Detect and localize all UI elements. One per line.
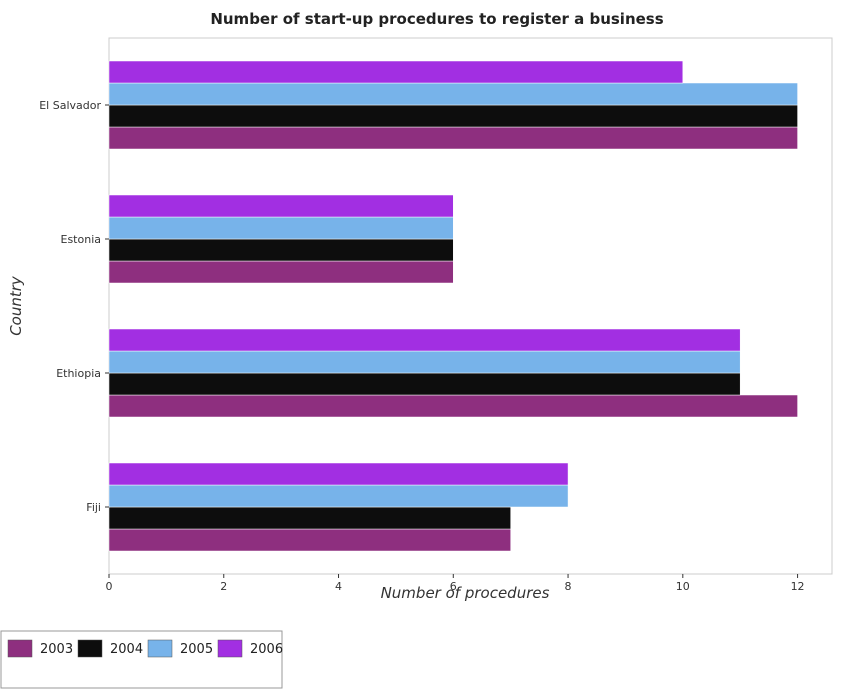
bar-2003-fiji (108, 528, 511, 552)
plot-area (108, 37, 833, 575)
x-tick-label: 2 (220, 580, 227, 593)
x-tick-label: 0 (106, 580, 113, 593)
bar-2005-el-salvador (108, 82, 798, 106)
bar-2006-el-salvador (108, 60, 684, 84)
legend-label-2004: 2004 (110, 642, 143, 657)
legend-label-2003: 2003 (40, 642, 73, 657)
bar-2006-estonia (108, 194, 454, 218)
y-axis-label: Country (7, 275, 25, 336)
x-axis-label: Number of procedures (381, 584, 550, 602)
legend-box (0, 630, 283, 689)
bar-2003-el-salvador (108, 126, 798, 150)
legend-label-2006: 2006 (250, 642, 283, 657)
bar-2004-el-salvador (108, 104, 798, 128)
bar-2004-estonia (108, 238, 454, 262)
x-tick-label: 8 (565, 580, 572, 593)
bar-2004-fiji (108, 506, 511, 530)
legend: 2003 2004 2005 2006 (0, 630, 283, 689)
bar-2005-fiji (108, 484, 569, 508)
bar-2003-estonia (108, 260, 454, 284)
bar-2003-ethiopia (108, 394, 798, 418)
bar-2005-ethiopia (108, 350, 741, 374)
x-tick-label: 10 (676, 580, 690, 593)
legend-label-2005: 2005 (180, 642, 213, 657)
legend-swatch-2006 (217, 639, 243, 658)
x-tick-label: 6 (450, 580, 457, 593)
bar-2006-fiji (108, 462, 569, 486)
y-tick-label: El Salvador (39, 99, 101, 112)
bar-2006-ethiopia (108, 328, 741, 352)
legend-swatch-2004 (77, 639, 103, 658)
x-axis: 0 2 4 6 8 10 12 (106, 574, 805, 593)
chart-title: Number of start-up procedures to registe… (210, 10, 663, 28)
y-tick-label: Estonia (61, 233, 102, 246)
y-tick-label: Fiji (86, 501, 101, 514)
x-tick-label: 12 (791, 580, 805, 593)
legend-swatch-2005 (147, 639, 173, 658)
bar-2004-ethiopia (108, 372, 741, 396)
y-axis: El Salvador Estonia Ethiopia Fiji (39, 99, 109, 514)
x-tick-label: 4 (335, 580, 342, 593)
plot-frame (108, 37, 833, 575)
y-tick-label: Ethiopia (56, 367, 101, 380)
bar-2005-estonia (108, 216, 454, 240)
legend-swatch-2003 (7, 639, 33, 658)
